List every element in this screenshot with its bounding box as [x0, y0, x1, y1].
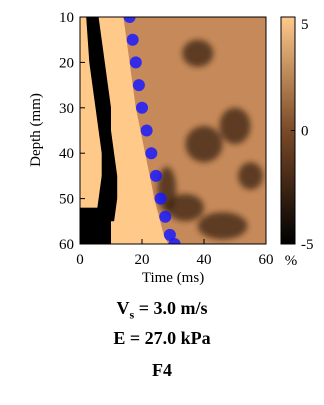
y-tick-label: 50 — [59, 192, 74, 208]
y-tick-label: 60 — [59, 237, 74, 253]
shear-wave-velocity: Vs = 3.0 m/s — [116, 298, 208, 322]
heatmap — [80, 17, 266, 244]
wavefront-overlay — [123, 17, 181, 244]
wavefront-point — [132, 79, 145, 92]
dark-patch — [219, 107, 251, 145]
colorbar-tick-label: 0 — [301, 124, 309, 140]
wavefront-point — [168, 238, 181, 244]
dark-band-bottom — [80, 207, 111, 244]
x-axis-label: Time (ms) — [142, 270, 204, 286]
x-axis: 0 20 40 60 — [76, 239, 274, 268]
x-tick-label: 40 — [197, 252, 212, 268]
wavefront-point — [145, 147, 158, 160]
y-axis-label: Depth (mm) — [28, 93, 44, 167]
y-tick-label: 30 — [59, 101, 74, 117]
dark-band — [86, 17, 118, 222]
x-tick-label: 20 — [135, 252, 150, 268]
wavefront-point — [123, 17, 136, 23]
dark-patch — [197, 212, 248, 240]
x-tick-label: 0 — [76, 252, 84, 268]
plot-frame — [79, 16, 267, 245]
wavefront-point — [126, 33, 139, 46]
y-tick-label: 40 — [59, 146, 74, 162]
colorbar-tick-label: 5 — [301, 17, 309, 33]
wavefront-point — [149, 169, 162, 182]
panel-label: F4 — [152, 360, 172, 380]
colorbar-tick-label: -5 — [301, 237, 314, 253]
dark-patch — [166, 194, 204, 222]
elastic-modulus: E = 27.0 kPa — [113, 328, 211, 348]
wavefront-point — [163, 228, 176, 241]
y-axis: 10 20 30 40 50 60 — [59, 10, 85, 253]
colorbar-unit: % — [285, 253, 298, 269]
wavefront-point — [140, 124, 153, 137]
mottled-patches — [157, 39, 263, 240]
x-tick-label: 60 — [259, 252, 274, 268]
y-tick-label: 20 — [59, 55, 74, 71]
wavefront-point — [159, 210, 172, 223]
wavefront-point — [129, 56, 142, 69]
wavefront-point — [154, 192, 167, 205]
wavefront-point — [136, 101, 148, 114]
colorbar-ticks: 5 0 -5 — [291, 16, 314, 253]
y-tick-label: 10 — [59, 10, 74, 26]
dark-patch — [182, 39, 214, 67]
dark-patch — [238, 162, 263, 190]
dark-patch — [185, 125, 223, 163]
